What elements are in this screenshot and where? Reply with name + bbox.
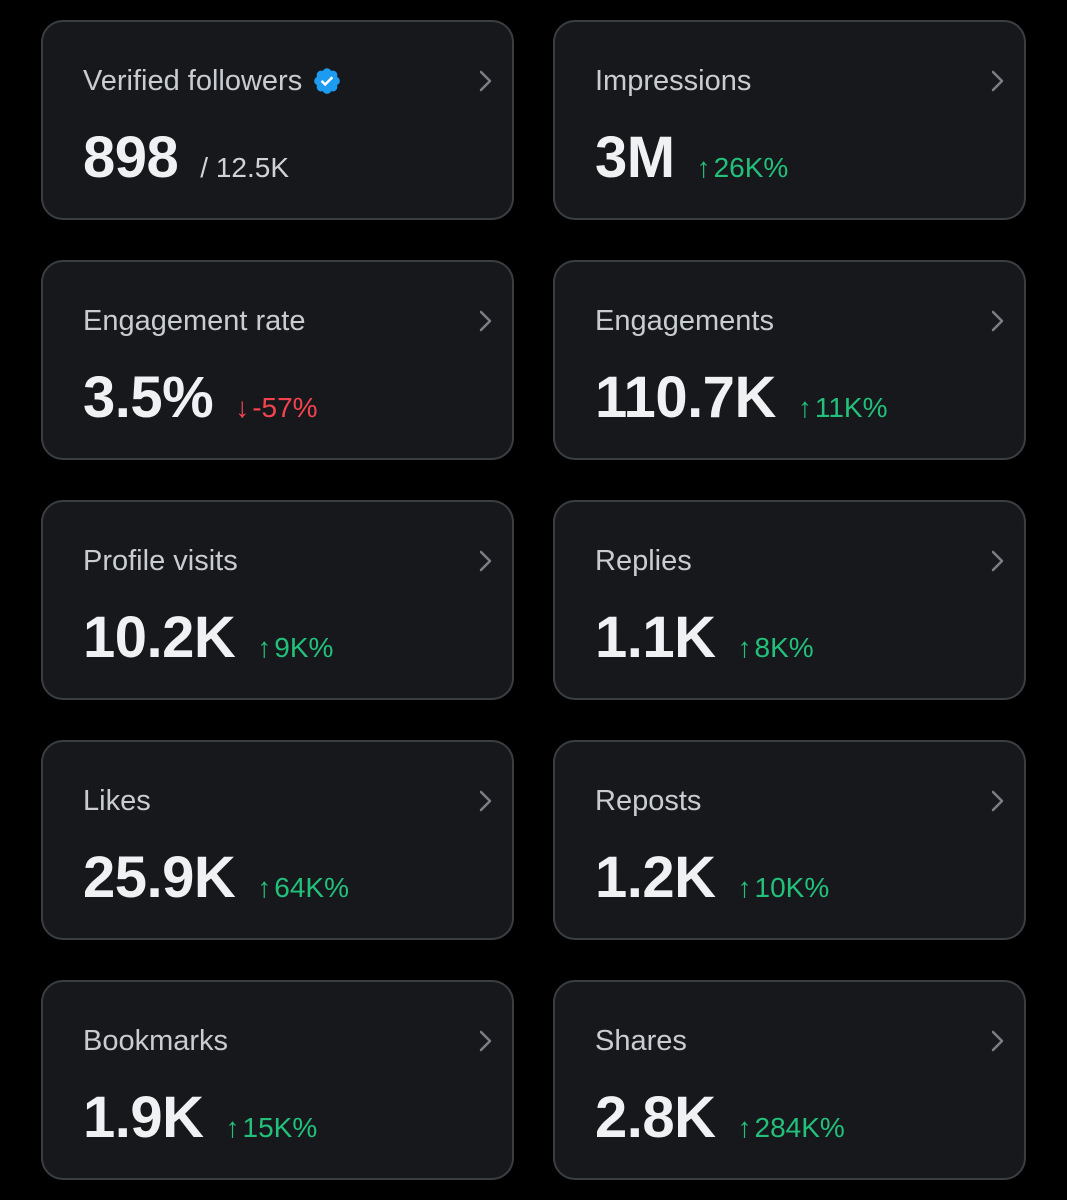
card-title-label: Profile visits (83, 545, 238, 577)
change-value: -57% (252, 392, 318, 423)
card-title: Replies (595, 544, 692, 578)
value-row: 3M ↑ 26K% (595, 126, 788, 190)
value-row: 10.2K ↑ 9K% (83, 606, 333, 670)
arrow-up-icon: ↑ (737, 632, 752, 663)
change-value: 64K% (274, 872, 349, 903)
metric-value: 3.5% (83, 365, 214, 430)
value-row: 1.2K ↑ 10K% (595, 846, 829, 910)
metric-change: ↑ 9K% (257, 632, 333, 664)
metric-change: ↓ -57% (235, 392, 317, 424)
card-title: Profile visits (83, 544, 238, 578)
chevron-right-icon (479, 790, 492, 812)
arrow-up-icon: ↑ (696, 152, 711, 183)
card-title-label: Shares (595, 1025, 687, 1057)
value-row: 2.8K ↑ 284K% (595, 1086, 845, 1150)
metric-change: ↑ 8K% (738, 632, 814, 664)
metric-value: 3M (595, 125, 675, 190)
chevron-right-icon (991, 70, 1004, 92)
chevron-right-icon (991, 1030, 1004, 1052)
chevron-right-icon (479, 70, 492, 92)
value-row: 25.9K ↑ 64K% (83, 846, 349, 910)
card-bookmarks[interactable]: Bookmarks 1.9K ↑ 15K% (41, 980, 514, 1180)
metric-change: ↑ 284K% (738, 1112, 845, 1144)
card-verified-followers[interactable]: Verified followers 898 / 12.5K (41, 20, 514, 220)
change-value: 11K% (814, 392, 888, 423)
metric-value: 1.1K (595, 605, 716, 670)
value-row: 898 / 12.5K (83, 126, 289, 190)
change-value: 284K% (754, 1112, 845, 1143)
metric-value: 110.7K (595, 365, 776, 430)
card-title: Likes (83, 784, 151, 818)
arrow-up-icon: ↑ (257, 632, 272, 663)
metric-change: ↑ 15K% (226, 1112, 318, 1144)
card-engagements[interactable]: Engagements 110.7K ↑ 11K% (553, 260, 1026, 460)
chevron-right-icon (479, 1030, 492, 1052)
metric-change: ↑ 11K% (798, 392, 888, 424)
chevron-right-icon (479, 550, 492, 572)
card-title-label: Engagement rate (83, 305, 306, 337)
change-value: 8K% (754, 632, 814, 663)
card-title: Verified followers (83, 64, 342, 98)
arrow-up-icon: ↑ (737, 872, 752, 903)
verified-badge-icon (314, 68, 341, 94)
metric-value: 10.2K (83, 605, 236, 670)
metric-value: 2.8K (595, 1085, 716, 1150)
change-value: 9K% (274, 632, 334, 663)
card-title: Engagement rate (83, 304, 305, 338)
metric-value: 898 (83, 125, 179, 190)
metric-value: 25.9K (83, 845, 236, 910)
analytics-grid: Verified followers 898 / 12.5K Impressio… (41, 20, 1026, 1180)
card-title-label: Impressions (595, 65, 752, 97)
card-title-label: Engagements (595, 305, 774, 337)
arrow-down-icon: ↓ (235, 392, 250, 423)
card-title-label: Replies (595, 545, 692, 577)
chevron-right-icon (479, 310, 492, 332)
metric-change: ↑ 10K% (738, 872, 830, 904)
card-shares[interactable]: Shares 2.8K ↑ 284K% (553, 980, 1026, 1180)
value-row: 1.9K ↑ 15K% (83, 1086, 317, 1150)
card-reposts[interactable]: Reposts 1.2K ↑ 10K% (553, 740, 1026, 940)
metric-value: 1.9K (83, 1085, 204, 1150)
arrow-up-icon: ↑ (737, 1112, 752, 1143)
arrow-up-icon: ↑ (225, 1112, 240, 1143)
card-title: Bookmarks (83, 1024, 228, 1058)
card-title-label: Reposts (595, 785, 702, 817)
chevron-right-icon (991, 550, 1004, 572)
value-row: 3.5% ↓ -57% (83, 366, 318, 430)
metric-total: / 12.5K (200, 152, 290, 183)
card-impressions[interactable]: Impressions 3M ↑ 26K% (553, 20, 1026, 220)
card-replies[interactable]: Replies 1.1K ↑ 8K% (553, 500, 1026, 700)
card-title-label: Bookmarks (83, 1025, 229, 1057)
value-row: 110.7K ↑ 11K% (595, 366, 887, 430)
metric-value: 1.2K (595, 845, 716, 910)
arrow-up-icon: ↑ (797, 392, 812, 423)
card-title: Impressions (595, 64, 751, 98)
card-engagement-rate[interactable]: Engagement rate 3.5% ↓ -57% (41, 260, 514, 460)
arrow-up-icon: ↑ (257, 872, 272, 903)
card-title: Reposts (595, 784, 701, 818)
chevron-right-icon (991, 310, 1004, 332)
change-value: 26K% (713, 152, 789, 183)
metric-change: ↑ 26K% (697, 152, 789, 184)
value-row: 1.1K ↑ 8K% (595, 606, 814, 670)
change-value: 15K% (242, 1112, 318, 1143)
card-likes[interactable]: Likes 25.9K ↑ 64K% (41, 740, 514, 940)
card-title-label: Likes (83, 785, 151, 817)
metric-change: ↑ 64K% (257, 872, 349, 904)
change-value: 10K% (754, 872, 830, 903)
card-profile-visits[interactable]: Profile visits 10.2K ↑ 9K% (41, 500, 514, 700)
chevron-right-icon (991, 790, 1004, 812)
card-title-label: Verified followers (83, 65, 303, 97)
card-title: Shares (595, 1024, 687, 1058)
card-title: Engagements (595, 304, 774, 338)
